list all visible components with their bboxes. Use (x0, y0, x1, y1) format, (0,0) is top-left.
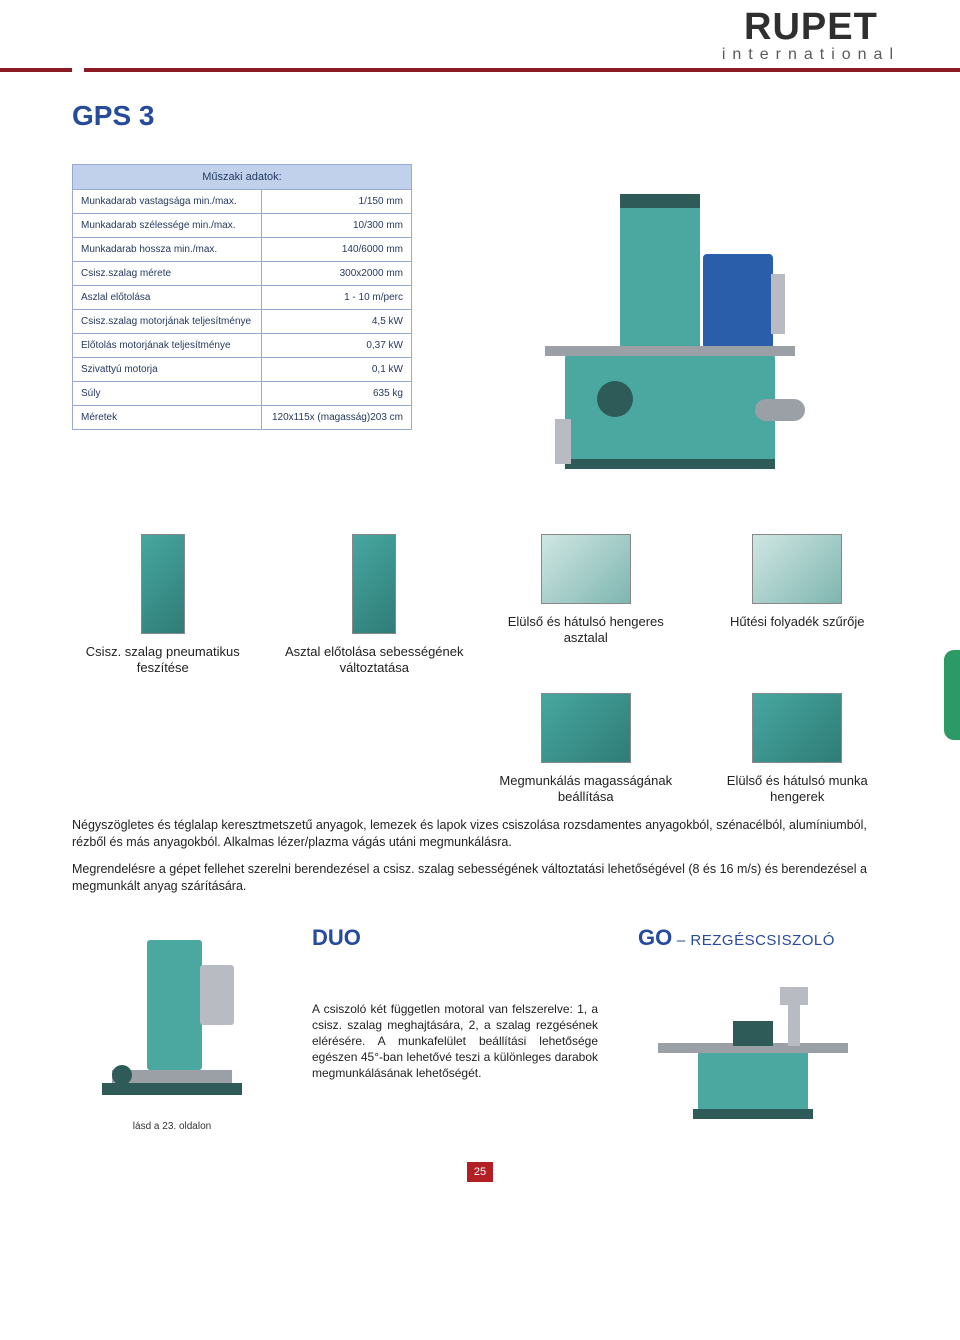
table-row: Munkadarab vastagsága min./max.1/150 mm (73, 190, 412, 214)
duo-machine-icon (92, 925, 252, 1115)
specs-header: Műszaki adatok: (73, 165, 412, 190)
header: RUPET international (0, 0, 960, 68)
table-row: Munkadarab hossza min./max.140/6000 mm (73, 238, 412, 262)
feature-item: Hűtési folyadék szűrője (707, 534, 889, 677)
feature-caption: Csisz. szalag pneumatikus feszítése (72, 644, 254, 677)
go-title: GO – REZGÉSCSISZOLÓ (638, 925, 888, 951)
side-tab-icon (944, 650, 960, 740)
table-row: Méretek120x115x (magasság)203 cm (73, 406, 412, 430)
table-row: Előtolás motorjának teljesítménye0,37 kW (73, 334, 412, 358)
table-row: Szivattyú motorja0,1 kW (73, 358, 412, 382)
feature-caption: Megmunkálás magasságának beállítása (495, 773, 677, 806)
table-row: Munkadarab szélessége min./max.10/300 mm (73, 214, 412, 238)
feature-grid: Csisz. szalag pneumatikus feszítése Aszt… (72, 534, 888, 805)
table-row: Csisz.szalag motorjának teljesítménye4,5… (73, 310, 412, 334)
duo-note: lásd a 23. oldalon (72, 1121, 272, 1132)
feature-thumb-icon (541, 534, 631, 604)
main-machine-image (452, 164, 888, 494)
description-p2: Megrendelésre a gépet fellehet szerelni … (72, 861, 888, 895)
machine-illustration-icon (505, 164, 835, 494)
go-block: GO – REZGÉSCSISZOLÓ (638, 925, 888, 1132)
description: Négyszögletes és téglalap keresztmetszet… (72, 817, 888, 895)
feature-thumb-icon (752, 693, 842, 763)
feature-caption: Hűtési folyadék szűrője (707, 614, 889, 630)
description-p1: Négyszögletes és téglalap keresztmetszet… (72, 817, 888, 851)
feature-thumb-icon (541, 693, 631, 763)
divider-rule (0, 68, 960, 72)
feature-item: Elülső és hátulsó hengeres asztalal (495, 534, 677, 677)
specs-table: Műszaki adatok: Munkadarab vastagsága mi… (72, 164, 412, 430)
page-number: 25 (467, 1162, 493, 1182)
feature-item: Csisz. szalag pneumatikus feszítése (72, 534, 254, 677)
table-row: Súly635 kg (73, 382, 412, 406)
feature-thumb-icon (141, 534, 185, 634)
go-description: A csiszoló két független motoral van fel… (312, 1001, 598, 1082)
feature-caption: Asztal előtolása sebességének változtatá… (284, 644, 466, 677)
go-machine-icon (638, 981, 858, 1131)
feature-item: Megmunkálás magasságának beállítása (495, 693, 677, 806)
feature-caption: Elülső és hátulsó hengeres asztalal (495, 614, 677, 647)
feature-thumb-icon (352, 534, 396, 634)
duo-title: DUO (312, 925, 598, 951)
table-row: Aszlal előtolása1 - 10 m/perc (73, 286, 412, 310)
brand-logo: RUPET international (722, 10, 900, 64)
duo-block: lásd a 23. oldalon (72, 925, 272, 1132)
brand-name: RUPET (722, 10, 900, 44)
brand-sub: international (722, 46, 900, 64)
page-title: GPS 3 (72, 100, 888, 132)
feature-item: Elülső és hátulsó munka hengerek (707, 693, 889, 806)
feature-caption: Elülső és hátulsó munka hengerek (707, 773, 889, 806)
feature-thumb-icon (752, 534, 842, 604)
table-row: Csisz.szalag mérete300x2000 mm (73, 262, 412, 286)
feature-item: Asztal előtolása sebességének változtatá… (284, 534, 466, 677)
